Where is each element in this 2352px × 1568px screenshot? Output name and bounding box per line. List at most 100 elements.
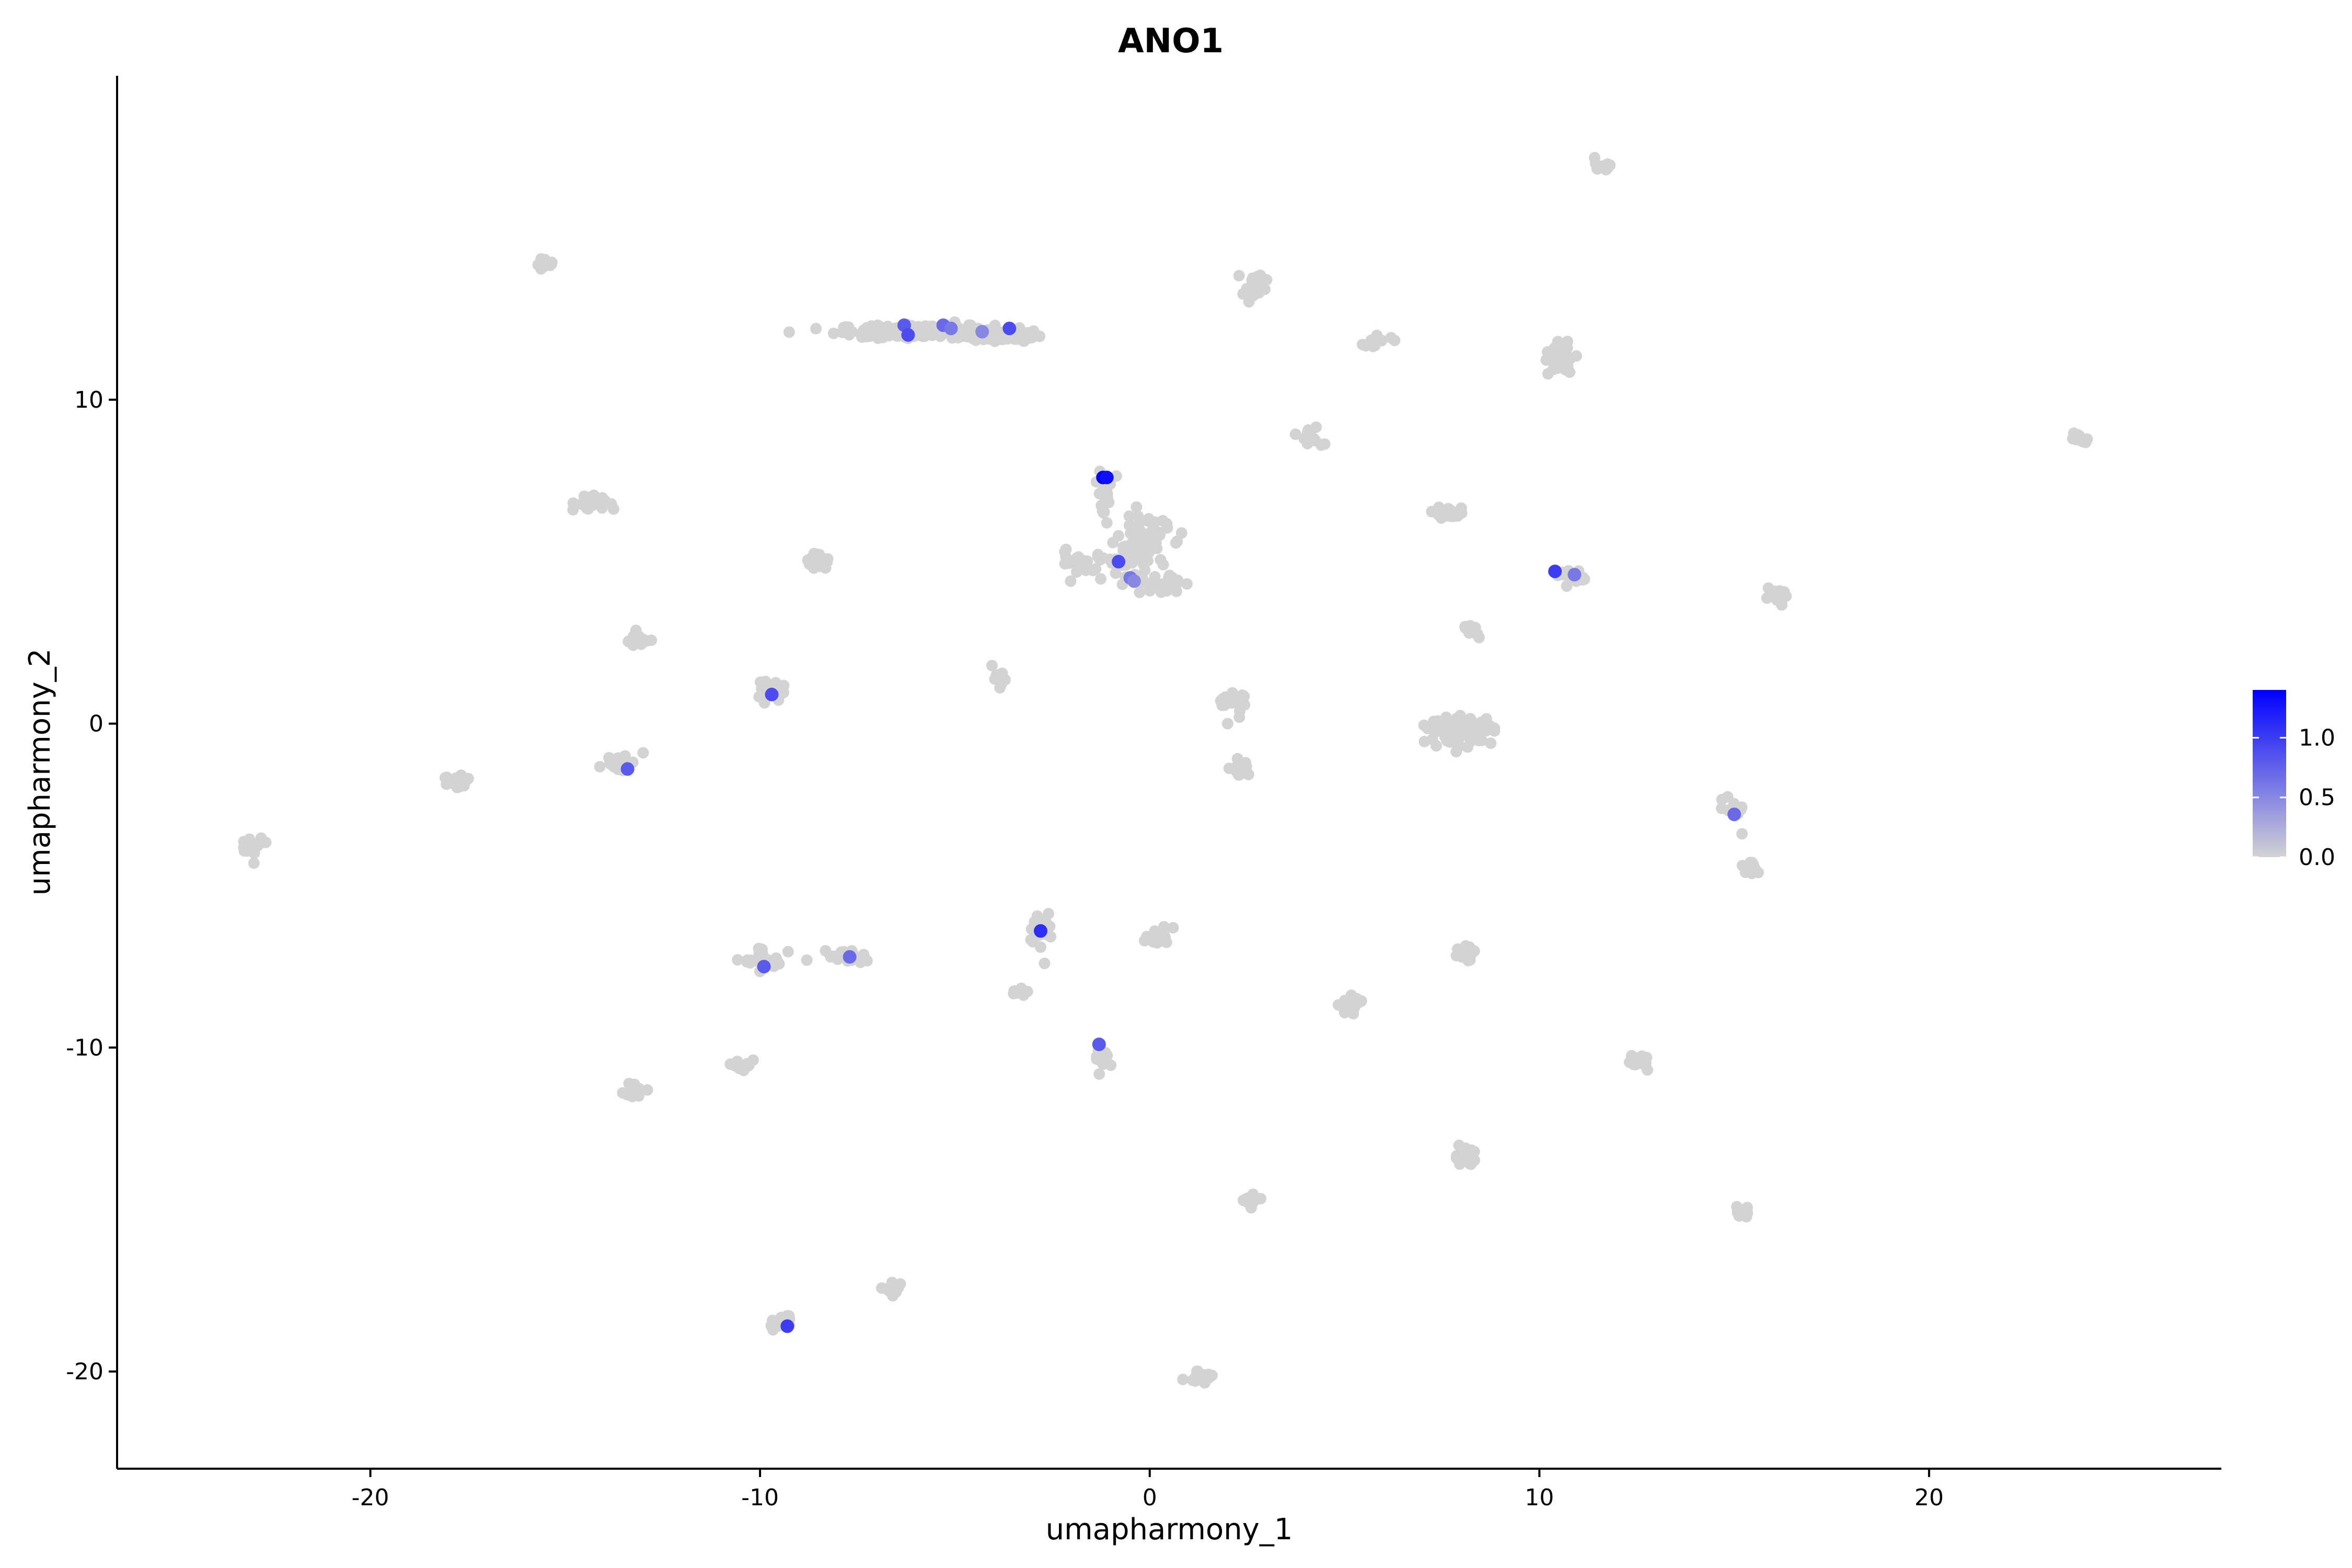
cell-point [637, 747, 649, 759]
y-tick-label: 10 [74, 387, 103, 413]
cell-point [1076, 555, 1088, 567]
cell-point [1147, 936, 1159, 948]
cell-point [769, 1316, 781, 1328]
chart-title: ANO1 [1118, 22, 1224, 61]
expressing-cell-point [1567, 568, 1582, 582]
cell-point [1558, 357, 1570, 369]
cell-point [604, 755, 616, 767]
cell-point [1190, 1375, 1202, 1387]
cell-point [1142, 515, 1154, 527]
cell-point [1095, 573, 1106, 585]
cell-point [641, 1084, 653, 1096]
cell-point [861, 955, 873, 967]
cell-point [1459, 1148, 1471, 1160]
cell-point [843, 329, 855, 341]
cell-point [452, 779, 464, 791]
cell-point [994, 682, 1006, 694]
cell-point [1060, 544, 1072, 556]
cell-point [1093, 1068, 1105, 1080]
cell-point [1226, 687, 1238, 699]
expressing-cell-point [765, 687, 779, 701]
cell-point [732, 954, 744, 966]
cell-point [1540, 354, 1552, 366]
cell-point [1571, 350, 1582, 362]
cell-point [441, 771, 453, 783]
cell-point [1464, 723, 1476, 735]
cell-point [961, 330, 973, 342]
cell-point [1008, 985, 1020, 997]
cell-point [988, 335, 1000, 346]
cell-point [1101, 492, 1113, 504]
x-axis-ticks: -20 -10 0 10 20 [352, 1469, 1944, 1511]
cell-point [1471, 628, 1483, 640]
cell-point [1181, 578, 1193, 590]
cell-point [811, 554, 823, 566]
expressing-cell-point [620, 762, 635, 776]
x-tick-label: -10 [741, 1484, 779, 1511]
cell-point [782, 946, 794, 958]
cell-point [1628, 1058, 1640, 1070]
cell-point [586, 499, 598, 511]
cell-point [1240, 1193, 1252, 1205]
x-axis-title: umapharmony_1 [1046, 1513, 1293, 1547]
cell-point [1139, 564, 1151, 576]
cell-point [825, 951, 837, 963]
cell-point [1144, 585, 1156, 597]
cell-point [1461, 946, 1473, 958]
expressing-cell-point [843, 950, 857, 964]
y-axis-title: umapharmony_2 [23, 649, 57, 896]
expressing-cell-point [1092, 1037, 1106, 1052]
cell-point [1641, 1052, 1653, 1064]
cell-point [883, 1283, 895, 1295]
y-tick-label: -10 [66, 1034, 103, 1061]
cell-point [1472, 730, 1484, 742]
cell-point [733, 1063, 745, 1075]
cell-point [1132, 510, 1144, 522]
cell-point [1450, 718, 1462, 730]
cell-point [1064, 557, 1075, 569]
cell-point [1098, 506, 1110, 518]
expressing-cell-point [975, 325, 989, 339]
cell-point [628, 630, 640, 642]
cell-point [1289, 428, 1301, 440]
expressing-cell-point [780, 1319, 794, 1333]
cell-point [1254, 269, 1266, 281]
cell-point [1192, 1365, 1204, 1377]
cell-point [594, 761, 606, 773]
y-axis-ticks: -20 -10 0 10 [66, 387, 117, 1385]
cell-point [926, 328, 938, 340]
cell-point [1445, 506, 1457, 518]
cell-point [1310, 421, 1322, 433]
cell-point [1039, 958, 1051, 970]
expressing-cell-point [944, 321, 958, 336]
cell-point [539, 253, 551, 266]
cell-point [1158, 921, 1170, 933]
cell-point [1315, 439, 1327, 451]
cell-point [783, 1310, 795, 1322]
cell-point [1561, 580, 1573, 592]
cell-point [1101, 517, 1113, 529]
cell-point [747, 1054, 759, 1066]
cell-point [1129, 522, 1141, 534]
cell-point [1034, 941, 1046, 953]
cell-point [1351, 993, 1363, 1005]
cell-point [1255, 1193, 1266, 1205]
cell-point [1732, 1205, 1744, 1217]
cell-point [1440, 730, 1452, 742]
cell-point [1365, 334, 1377, 346]
cell-point [1149, 540, 1161, 552]
cell-point [1722, 791, 1734, 803]
cell-point [1450, 950, 1462, 962]
cell-point [1029, 916, 1041, 928]
cell-point [1426, 505, 1438, 517]
cell-point [1105, 1059, 1117, 1071]
expressing-cell-point [1727, 808, 1742, 822]
cell-point [1123, 510, 1135, 522]
cell-point [1450, 746, 1462, 758]
expressing-cell-point [1112, 555, 1126, 569]
expressing-cell-point [1127, 574, 1141, 588]
colorbar-tick-label: 1.0 [2299, 724, 2335, 751]
x-tick-label: 20 [1915, 1484, 1944, 1511]
cell-point [1304, 430, 1316, 442]
cell-point [238, 836, 250, 848]
